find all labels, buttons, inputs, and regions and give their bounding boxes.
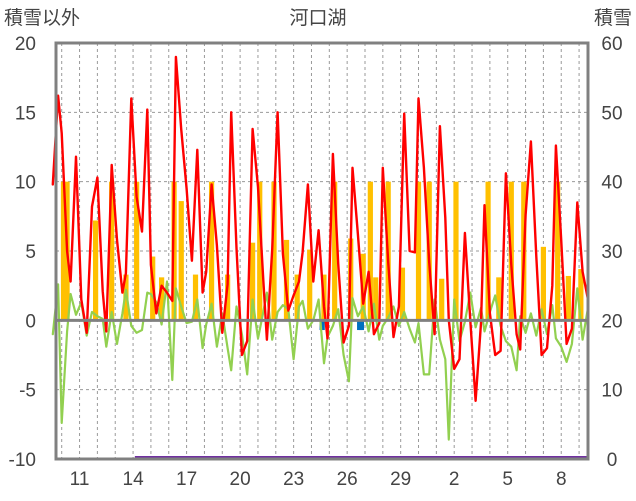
precip-bar [453,181,459,321]
precip-bar [178,201,184,321]
y-left-tick-label: 10 [15,173,36,194]
x-tick-label: 8 [556,469,567,490]
dew-line [51,280,590,441]
y-right-tick-label: 0 [607,450,618,471]
grid [56,43,588,459]
left-axis-label: 積雪以外 [4,7,80,29]
precip-bar [93,220,99,321]
precip-bar [399,267,406,321]
precip-bar [225,274,231,321]
precip-bar [271,181,277,321]
precip-bar [555,181,561,321]
precip-bar [373,277,379,321]
precip-bar [496,277,502,321]
y-right-tick-label: 40 [601,173,622,194]
x-tick-label: 5 [502,469,513,490]
y-left-tick-label: -10 [9,450,36,471]
x-tick-label: 29 [390,469,411,490]
precip-bar [485,181,491,321]
precip-bar [109,181,115,321]
precip-bar [578,269,584,321]
precip-bar [257,181,263,321]
precip-bar [250,242,256,321]
y-right-tick-label: 30 [601,242,622,263]
y-right-tick-label: 10 [601,381,622,402]
series-layer [51,55,590,459]
precip-bar [540,246,546,321]
x-tick-label: 14 [123,469,145,490]
precip-bar [60,181,67,321]
precip-bar [415,181,422,321]
y-right-tick-label: 20 [601,311,622,332]
chart-title: 河口湖 [289,7,346,29]
y-right-tick-label: 50 [601,103,622,124]
temperature-line [51,55,590,402]
x-tick-label: 26 [337,469,358,490]
x-tick-label: 11 [70,469,90,490]
x-tick-label: 17 [176,469,197,490]
x-tick-label: 20 [230,469,251,490]
x-tick-label: 2 [449,469,460,490]
right-axis-label: 積雪 [594,7,632,29]
precip-bar [294,274,300,321]
y-right-tick-label: 60 [601,34,622,55]
precip-bar [134,181,140,321]
precip-bar [565,275,571,321]
precip-bar [332,181,338,321]
y-left-tick-label: 0 [25,311,36,332]
y-left-tick-label: 15 [15,103,36,124]
precip-accent-bar [358,320,365,331]
x-tick-label: 23 [283,469,304,490]
precip-bar [159,277,165,321]
precip-bar [360,253,366,321]
precip-accent-bar [319,320,325,331]
plot-frame [54,41,590,461]
precip-bar [307,249,313,321]
y-left-tick-label: 5 [25,242,36,263]
precip-bar [208,181,215,321]
precip-bar [439,278,445,321]
y-left-tick-label: 20 [15,34,36,55]
y-left-tick-label: -5 [19,381,36,402]
precip-bar [367,181,373,321]
precip-bar [192,274,199,321]
